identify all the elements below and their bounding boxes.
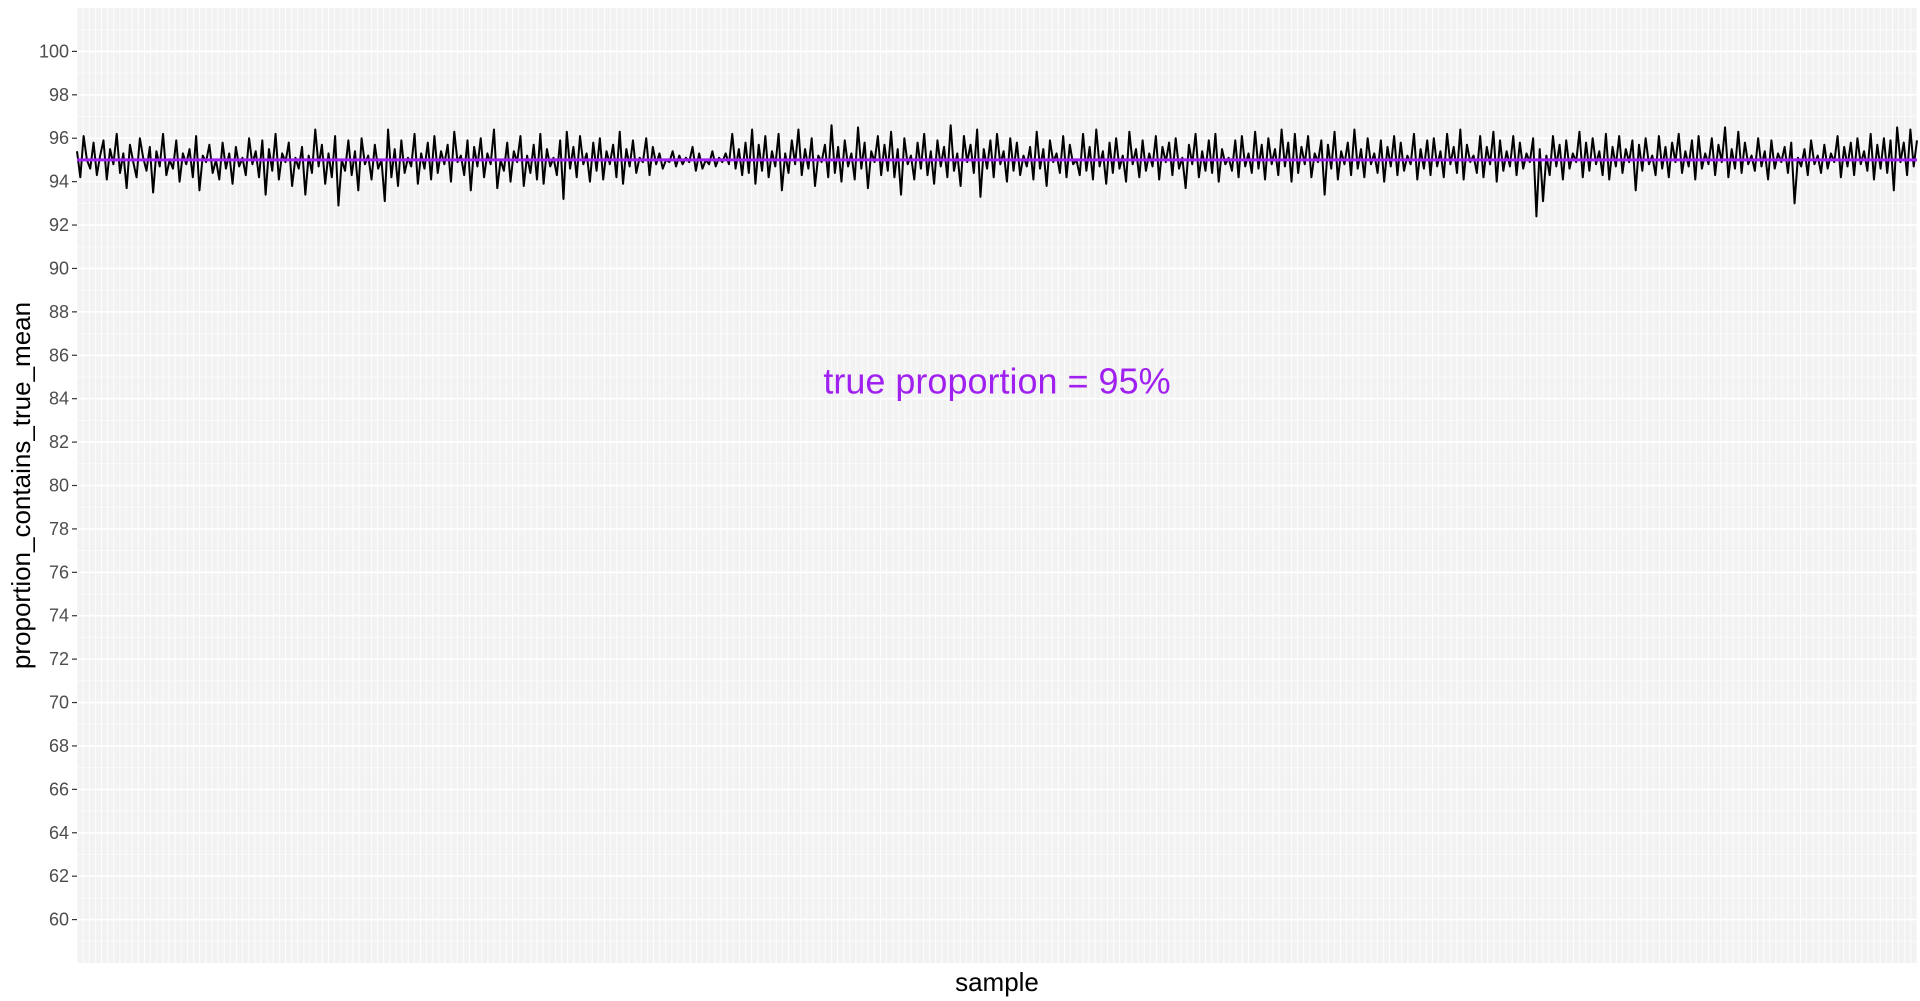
y-tick-label: 68 <box>49 736 69 756</box>
y-tick-label: 98 <box>49 85 69 105</box>
x-axis-label: sample <box>955 967 1039 997</box>
y-tick-label: 84 <box>49 389 69 409</box>
y-axis: 60 62 64 66 68 70 72 74 76 78 80 82 84 86 88 90 92 94 96 98… <box>39 41 77 930</box>
y-tick-label: 92 <box>49 215 69 235</box>
annotation-text: true proportion = 95% <box>823 360 1170 401</box>
y-tick-label: 70 <box>49 693 69 713</box>
y-tick-label: 86 <box>49 345 69 365</box>
gridlines <box>76 8 1918 963</box>
y-tick-label: 88 <box>49 302 69 322</box>
y-tick-label: 100 <box>39 41 69 61</box>
y-tick-label: 74 <box>49 606 69 626</box>
series-line <box>76 124 1918 218</box>
y-tick-label: 64 <box>49 823 69 843</box>
y-tick-label: 60 <box>49 910 69 930</box>
y-tick-label: 62 <box>49 866 69 886</box>
y-tick-label: 78 <box>49 519 69 539</box>
series-layer <box>76 124 1918 218</box>
y-tick-label: 96 <box>49 128 69 148</box>
y-tick-label: 94 <box>49 172 69 192</box>
y-axis-label: proportion_contains_true_mean <box>6 302 36 669</box>
y-tick-label: 82 <box>49 432 69 452</box>
y-tick-label: 66 <box>49 779 69 799</box>
y-tick-label: 72 <box>49 649 69 669</box>
y-tick-label: 90 <box>49 258 69 278</box>
y-tick-label: 80 <box>49 476 69 496</box>
y-tick-label: 76 <box>49 562 69 582</box>
